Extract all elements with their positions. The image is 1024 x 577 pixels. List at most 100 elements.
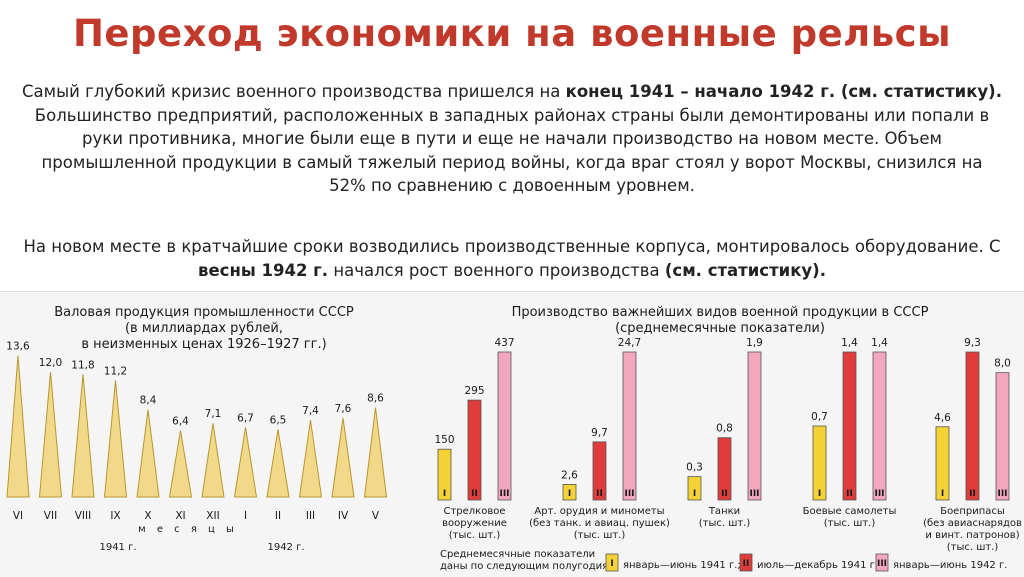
recovery-bold-2: (см. статистику).	[664, 260, 826, 280]
legend-swatch	[605, 553, 619, 572]
month-tick-label: IV	[338, 510, 349, 522]
output-value-label: 8,6	[367, 393, 384, 405]
output-triangle	[233, 427, 258, 498]
output-value-label: 7,4	[302, 405, 319, 417]
group-label-line: (тыс. шт.)	[947, 542, 999, 553]
right-chart-subtitle: (среднемесячные показатели)	[615, 321, 825, 336]
bar-period-label: II	[471, 489, 478, 499]
bar-value-label: 9,7	[591, 427, 608, 439]
legend-swatch-label: II	[743, 559, 750, 569]
legend-swatch-label: III	[877, 559, 887, 569]
output-triangle	[298, 419, 323, 498]
production-bar	[995, 372, 1010, 501]
bar-period-label: III	[624, 489, 634, 499]
output-triangle	[363, 407, 388, 498]
output-value-label: 8,4	[140, 395, 157, 407]
output-triangle	[168, 430, 193, 498]
legend-caption-1: Среднемесячные показатели	[440, 549, 595, 560]
month-tick-label: VIII	[75, 510, 91, 522]
production-bar	[812, 425, 827, 501]
output-value-label: 13,6	[6, 341, 30, 353]
bar-period-label: I	[818, 489, 821, 499]
production-bar	[622, 351, 637, 501]
group-label-line: (тыс. шт.)	[449, 530, 501, 541]
bar-period-label: I	[568, 489, 571, 499]
group-label-line: (тыс. шт.)	[574, 530, 626, 541]
output-value-label: 6,4	[172, 415, 189, 427]
bar-value-label: 0,7	[811, 411, 828, 423]
bar-value-label: 24,7	[618, 337, 641, 349]
bar-period-label: II	[721, 489, 728, 499]
year-label-1941: 1941 г.	[99, 542, 136, 553]
output-triangle	[103, 380, 128, 498]
output-value-label: 6,5	[270, 414, 287, 426]
statistics-figure: Валовая продукция промышленности СССР (в …	[0, 291, 1024, 577]
bar-value-label: 4,6	[934, 412, 951, 424]
bar-value-label: 8,0	[994, 358, 1011, 370]
production-bar	[592, 441, 607, 501]
legend-caption-2: даны по следующим полугодиям	[440, 561, 616, 572]
production-bar	[687, 476, 702, 501]
month-tick-label: VII	[44, 510, 57, 522]
group-label-line: вооружение	[442, 518, 507, 529]
bar-period-label: III	[874, 489, 884, 499]
intro-paragraph: Самый глубокий кризис военного производс…	[22, 80, 1002, 198]
bar-value-label: 150	[434, 434, 454, 446]
bar-value-label: 0,8	[716, 423, 733, 435]
recovery-text-1: На новом месте в кратчайшие сроки возвод…	[23, 237, 1001, 256]
group-label-line: (тыс. шт.)	[824, 518, 876, 529]
bar-period-label: I	[443, 489, 446, 499]
group-label-line: и винт. патронов)	[925, 530, 1019, 541]
output-value-label: 11,2	[104, 366, 127, 378]
bar-value-label: 2,6	[561, 469, 578, 481]
months-axis-label: м е с я ц ы	[138, 524, 238, 535]
year-label-1942: 1942 г.	[267, 542, 304, 553]
month-tick-label: XI	[175, 510, 185, 522]
output-value-label: 6,7	[237, 412, 254, 424]
legend-label: январь—июнь 1941 г.;	[623, 560, 741, 571]
production-bar	[497, 351, 512, 501]
production-bar	[717, 437, 732, 501]
group-label-line: Боеприпасы	[940, 506, 1005, 517]
bar-period-label: III	[499, 489, 509, 499]
bar-period-label: II	[846, 489, 853, 499]
month-tick-label: XII	[206, 510, 219, 522]
output-value-label: 12,0	[39, 357, 62, 369]
month-tick-label: I	[244, 510, 247, 522]
month-tick-label: V	[372, 510, 380, 522]
production-bar	[562, 484, 577, 501]
output-triangle	[38, 372, 63, 498]
legend-swatch	[739, 553, 753, 572]
group-label-line: Боевые самолеты	[803, 506, 897, 517]
month-tick-label: III	[306, 510, 315, 522]
bar-value-label: 1,9	[746, 337, 763, 349]
bar-value-label: 295	[464, 385, 484, 397]
group-label-line: Стрелковое	[443, 506, 505, 517]
page-title: Переход экономики на военные рельсы	[72, 12, 952, 55]
legend-label: июль—декабрь 1941 г.;	[757, 560, 881, 571]
production-bar	[935, 426, 950, 501]
bar-period-label: I	[941, 489, 944, 499]
legend-swatch-label: I	[610, 559, 613, 569]
production-bar	[747, 351, 762, 501]
month-tick-label: II	[275, 510, 281, 522]
group-label-line: (тыс. шт.)	[699, 518, 751, 529]
bar-period-label: II	[969, 489, 976, 499]
recovery-bold-1: весны 1942 г.	[198, 260, 329, 280]
output-triangle	[266, 429, 290, 498]
legend-label: январь—июнь 1942 г.	[893, 560, 1007, 571]
bar-period-label: II	[596, 489, 603, 499]
output-value-label: 7,1	[205, 408, 222, 420]
bar-period-label: I	[693, 489, 696, 499]
right-chart-title: Производство важнейших видов военной про…	[512, 305, 929, 320]
intro-text-2: Большинство предприятий, расположенных в…	[34, 105, 990, 196]
bar-value-label: 1,4	[871, 337, 888, 349]
production-bar	[437, 448, 452, 501]
bar-value-label: 9,3	[964, 337, 981, 349]
group-label-line: Арт. орудия и минометы	[534, 506, 664, 517]
bar-value-label: 437	[494, 337, 514, 349]
left-chart-subtitle-1: (в миллиардах рублей,	[125, 321, 283, 336]
recovery-paragraph: На новом месте в кратчайшие сроки возвод…	[22, 235, 1002, 282]
production-bar	[467, 399, 482, 501]
bar-value-label: 0,3	[686, 462, 703, 474]
